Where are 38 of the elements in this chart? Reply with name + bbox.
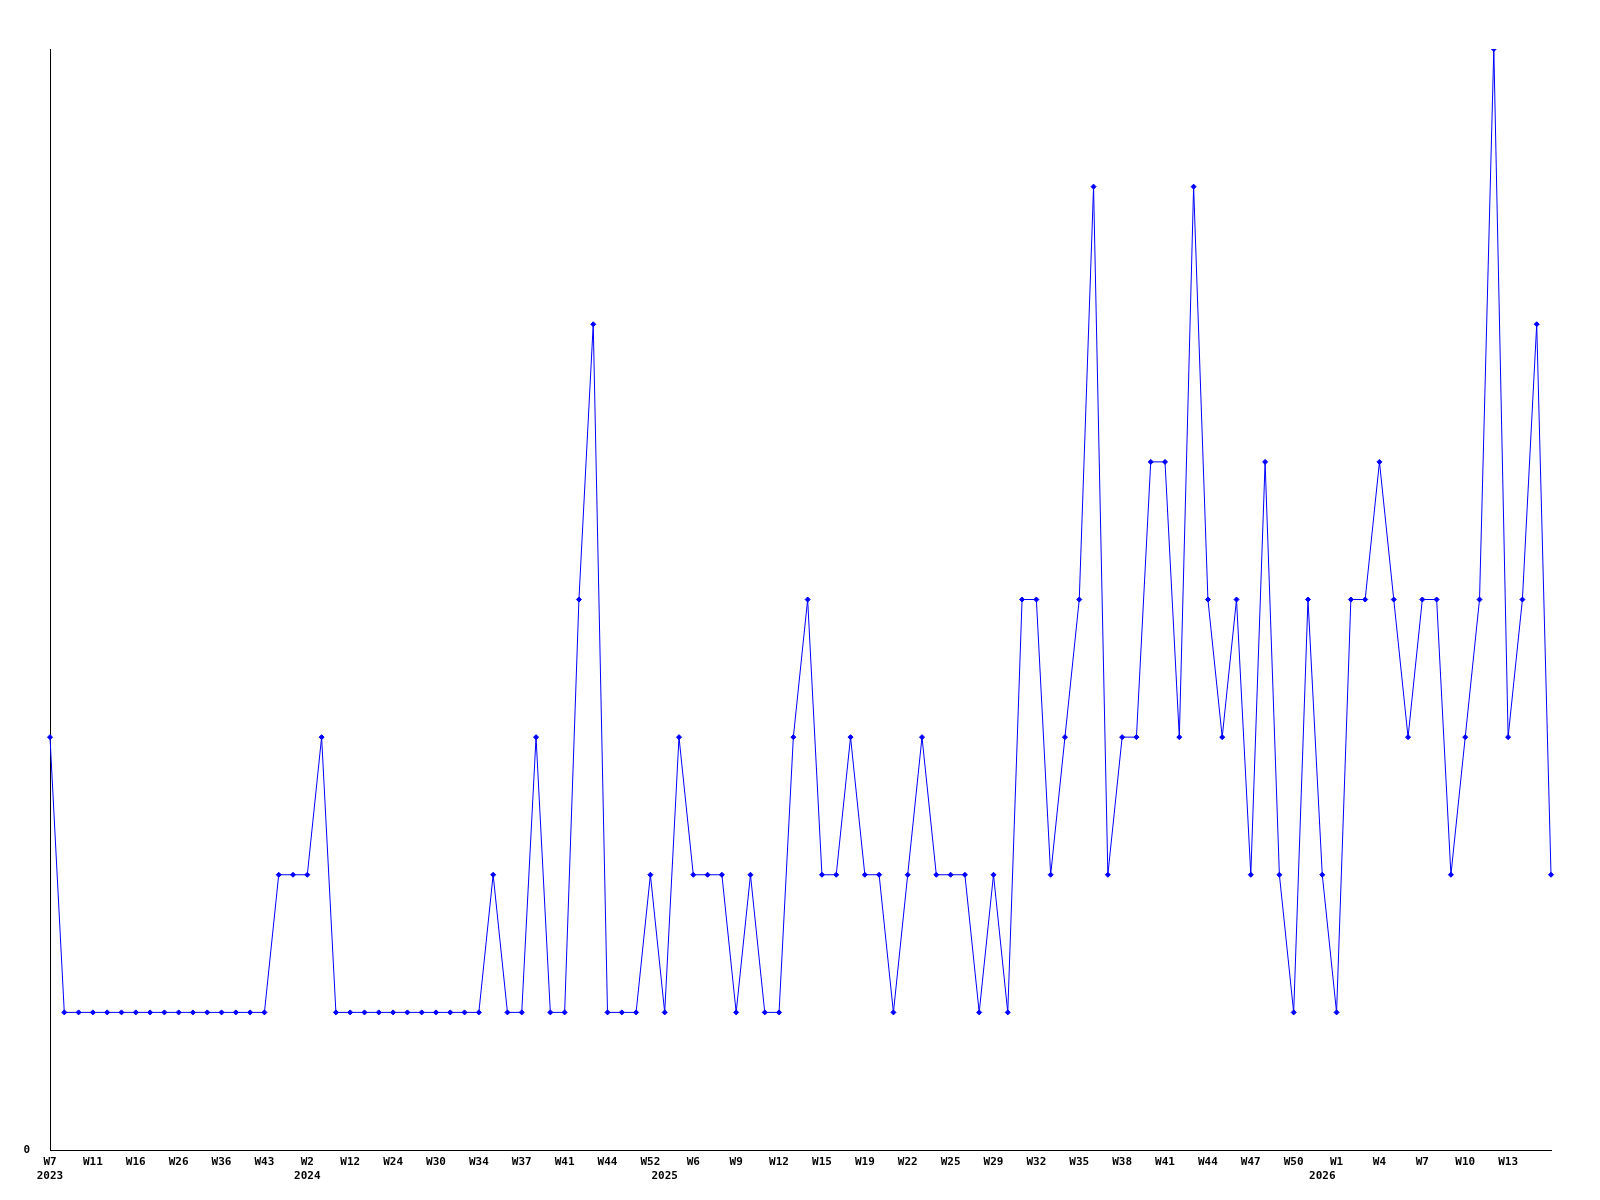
x-tick-label: W37 (511, 1155, 532, 1169)
x-tick-label: W16 (125, 1155, 147, 1169)
x-tick-label: W41 (1155, 1155, 1176, 1169)
x-tick-label: W9 (729, 1155, 743, 1169)
x-tick-label: W44 (1197, 1155, 1219, 1169)
x-tick-label: W12 (769, 1155, 789, 1169)
x-tick-label: W26 (168, 1155, 189, 1169)
x-tick-label: W29 (983, 1155, 1004, 1169)
x-tick-label: W4 (1372, 1155, 1387, 1169)
x-tick-label: W19 (854, 1155, 875, 1169)
x-tick-label: W41 (554, 1155, 575, 1169)
x-tick-label: W34 (468, 1155, 490, 1169)
text: 0 (23, 1142, 30, 1156)
x-tick-label: W38 (1112, 1155, 1133, 1169)
x-tick-label: W35 (1069, 1155, 1090, 1169)
x-tick-label: W6 (686, 1155, 701, 1169)
x-tick-label: W7 2023 (36, 1155, 64, 1182)
x-tick-label: W10 (1455, 1155, 1476, 1169)
x-tick-label: W24 (383, 1155, 404, 1169)
x-tick-label: W30 (426, 1155, 446, 1169)
x-tick-label: W11 (82, 1155, 104, 1169)
x-tick-label: W43 (254, 1155, 275, 1169)
x-tick-label: W25 (940, 1155, 961, 1169)
x-tick-label: W47 (1240, 1155, 1261, 1169)
x-tick-label: W15 (812, 1155, 832, 1169)
x-tick-label: W44 (597, 1155, 618, 1169)
x-tick-label: W12 (340, 1155, 361, 1169)
x-tick-label: W50 (1283, 1155, 1304, 1169)
x-tick-label: W2 2024 (294, 1155, 321, 1182)
x-tick-label: W52 (640, 1155, 661, 1169)
x-tick-label: W1 (1329, 1155, 1344, 1169)
x-tick-label: W13 (1498, 1155, 1519, 1169)
x-tick-label: 2026 (1309, 1168, 1336, 1182)
x-tick-label: W36 (211, 1155, 232, 1169)
x-tick-label: W7 (1415, 1155, 1429, 1169)
x-tick-label: 2025 (651, 1168, 678, 1182)
x-tick-label: W32 (1026, 1155, 1047, 1169)
x-tick-label: W22 (897, 1155, 918, 1169)
